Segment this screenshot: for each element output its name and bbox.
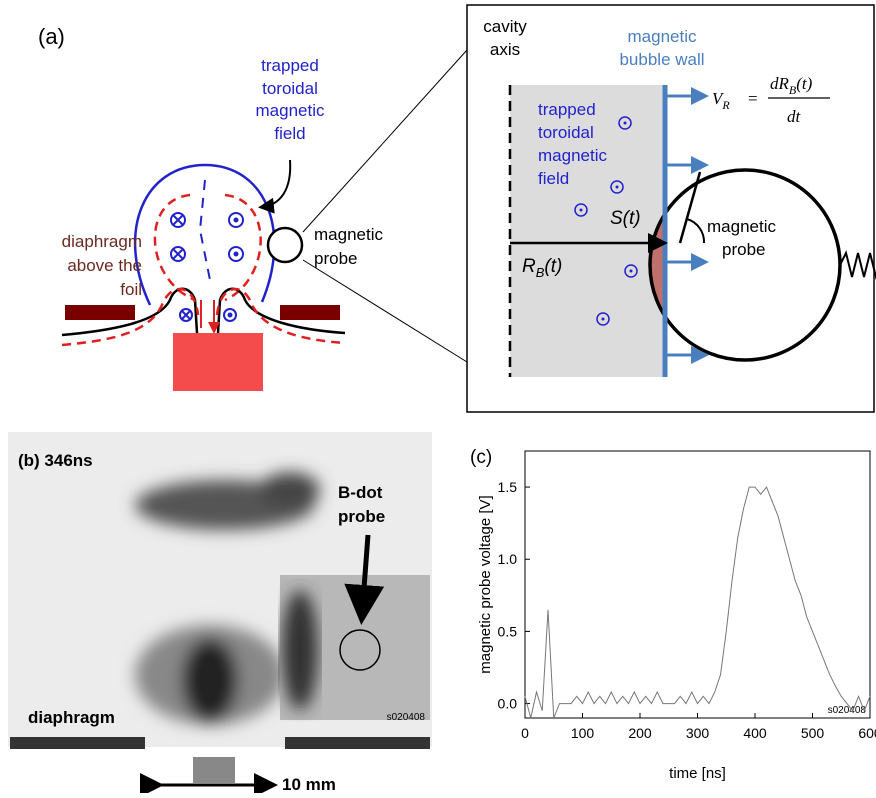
probe-label: magnetic xyxy=(707,217,776,236)
x-tick-label: 600 xyxy=(858,725,876,741)
probe-label: B-dot xyxy=(338,483,383,502)
wall-label: bubble wall xyxy=(619,50,704,69)
field-label: magnetic xyxy=(538,146,607,165)
x-tick-label: 500 xyxy=(801,725,825,741)
field-label: trapped xyxy=(538,100,596,119)
series-line xyxy=(524,486,871,719)
probe-circle xyxy=(339,629,381,671)
formula-den: dt xyxy=(787,107,802,126)
plot-frame xyxy=(524,450,871,719)
cavity xyxy=(510,85,665,377)
field-symbols xyxy=(574,116,638,326)
scale-label: 10 mm xyxy=(282,775,336,793)
panel-label: (c) xyxy=(470,447,492,468)
foil xyxy=(61,287,346,337)
y-tick-label: 1.0 xyxy=(498,551,518,567)
diaphragm-label: diaphragm xyxy=(28,708,115,727)
y-tick-label: 0.5 xyxy=(498,623,518,639)
probe xyxy=(266,226,304,264)
target xyxy=(173,333,263,391)
annotation: s020408 xyxy=(828,705,867,716)
probe-label: probe xyxy=(722,240,765,259)
diaphragm xyxy=(280,305,340,320)
y-tick-label: 1.5 xyxy=(498,479,518,495)
radius-sub: B xyxy=(536,265,545,280)
lhs-sub: R xyxy=(721,98,730,112)
x-axis-label: time [ns] xyxy=(669,765,726,782)
radius-tail: (t) xyxy=(544,256,562,277)
y-tick-label: 0.0 xyxy=(498,696,518,712)
formula: VR = dRB(t) dt xyxy=(712,74,830,126)
field-line xyxy=(61,287,346,347)
x-tick-label: 400 xyxy=(743,725,767,741)
panel-label: (b) 346ns xyxy=(18,451,93,470)
photo-content xyxy=(282,590,318,710)
axis-line xyxy=(198,179,211,281)
x-tick-label: 300 xyxy=(686,725,710,741)
zoom-line xyxy=(302,49,468,233)
wall-arrows xyxy=(665,87,709,364)
formula-lhs: VR xyxy=(712,89,730,112)
formula-eq: = xyxy=(748,89,758,108)
probe-label: probe xyxy=(314,249,357,268)
num: dR xyxy=(770,74,790,93)
current-arrow xyxy=(200,300,214,328)
x-tick-label: 100 xyxy=(571,725,595,741)
angle-arc xyxy=(686,218,706,244)
pointer-arrow xyxy=(258,159,292,214)
diaphragm xyxy=(10,737,145,749)
panel-a: (a) trapped toroidal magnetic field xyxy=(38,24,468,391)
panel-c: (c) 0 100 200 300 400 500 600 0.0 0.5 1.0 1.5 time [… xyxy=(470,447,876,782)
num-tail: (t) xyxy=(796,74,812,93)
diaphragm-label: foil xyxy=(120,280,142,299)
diaphragm xyxy=(285,737,430,749)
diaphragm-label: diaphragm xyxy=(62,232,142,251)
diaphragm xyxy=(65,305,135,320)
field-line xyxy=(224,193,262,302)
probe-arrow xyxy=(344,534,385,625)
probe-label: magnetic xyxy=(314,225,383,244)
x-tick-label: 0 xyxy=(521,725,529,741)
lhs: V xyxy=(712,89,725,108)
field-symbols xyxy=(170,212,244,322)
axis-label: cavity xyxy=(483,17,527,36)
field-label: trapped xyxy=(261,56,319,75)
field-label: field xyxy=(274,124,305,143)
photo-content xyxy=(135,472,320,725)
num-sub: B xyxy=(789,83,797,97)
probe-wire xyxy=(839,250,876,280)
diaphragm-label: above the xyxy=(67,256,142,275)
wall-label: magnetic xyxy=(628,27,697,46)
field-label: magnetic xyxy=(256,101,325,120)
axis-label: axis xyxy=(490,40,520,59)
area-label: S(t) xyxy=(610,208,641,229)
panel-label: (a) xyxy=(38,24,65,49)
field-label: field xyxy=(538,169,569,188)
zoom-line xyxy=(302,259,468,363)
target xyxy=(193,757,235,783)
panel-b: (b) 346ns B-dot probe diaphragm 10 mm s0… xyxy=(8,432,432,797)
y-axis-label: magnetic probe voltage [V] xyxy=(477,495,494,673)
radius-main: R xyxy=(522,256,536,277)
inset: cavity axis magnetic bubble wall trapped… xyxy=(466,4,876,413)
field-label: toroidal xyxy=(538,123,594,142)
shot-id: s020408 xyxy=(387,712,426,723)
probe-label: probe xyxy=(338,507,385,526)
formula-num: dRB(t) xyxy=(770,74,813,97)
field-label: toroidal xyxy=(262,79,318,98)
x-tick-label: 200 xyxy=(628,725,652,741)
radius-label: RB(t) xyxy=(522,256,562,280)
angle-line xyxy=(678,171,702,244)
